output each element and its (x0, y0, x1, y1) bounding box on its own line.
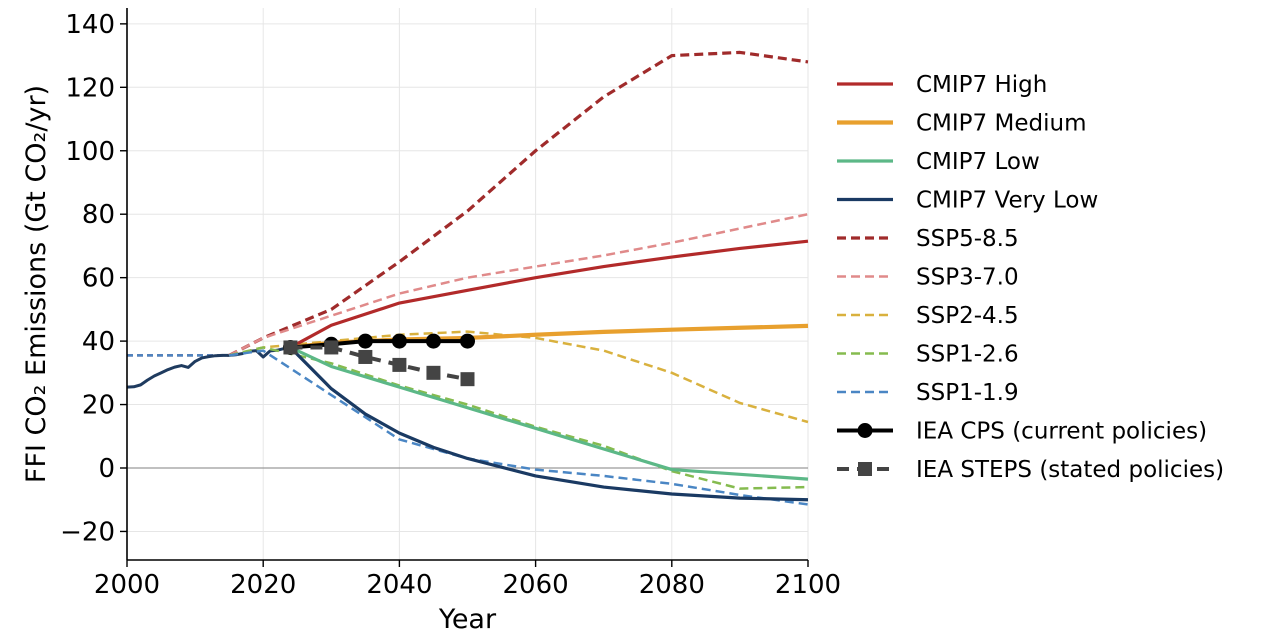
marker-iea-cps-current-policies (357, 333, 373, 349)
legend-item-ssp1-2-6: SSP1-2.6 (837, 342, 1019, 368)
series-line-cmip7-high (289, 239, 809, 349)
legend-label: CMIP7 Low (916, 149, 1040, 175)
legend-label: SSP5-8.5 (916, 226, 1019, 252)
legend-item-cmip7-very-low: CMIP7 Very Low (837, 188, 1098, 214)
series-layer (126, 50, 809, 506)
legend-item-cmip7-low: CMIP7 Low (837, 149, 1040, 175)
legend-label: CMIP7 Very Low (916, 188, 1098, 214)
legend-item-cmip7-medium: CMIP7 Medium (837, 111, 1086, 137)
y-tick-labels: −20 0 20 40 60 80 100 120 140 (60, 10, 115, 548)
legend-label: IEA CPS (current policies) (916, 419, 1207, 445)
x-tick-labels: 2000 2020 2040 2060 2080 2100 (94, 570, 841, 600)
legend-label: SSP1-1.9 (916, 380, 1019, 406)
legend-marker (857, 423, 873, 438)
x-tick-label: 2040 (366, 570, 432, 600)
legend-label: SSP2-4.5 (916, 303, 1019, 329)
x-tick-label: 2060 (503, 570, 569, 600)
x-tick-label: 2000 (94, 570, 160, 600)
y-tick-label: 140 (65, 10, 115, 40)
y-tick-label: 100 (65, 137, 115, 167)
legend-label: SSP1-2.6 (916, 342, 1019, 368)
marker-iea-steps-stated-policies (460, 372, 475, 387)
x-axis-title: Year (438, 604, 497, 635)
marker-iea-cps-current-policies (460, 333, 475, 349)
axes (120, 8, 809, 567)
legend-item-iea-steps-stated-policies: IEA STEPS (stated policies) (837, 457, 1224, 483)
y-axis-title: FFI CO₂ Emissions (Gt CO₂/yr) (21, 85, 52, 483)
legend-marker (858, 462, 872, 476)
legend-item-cmip7-high: CMIP7 High (837, 72, 1047, 98)
series-line-cmip7-low (289, 345, 809, 481)
y-tick-label: 20 (82, 391, 115, 421)
x-tick-label: 2080 (639, 570, 705, 600)
legend-item-iea-cps-current-policies: IEA CPS (current policies) (837, 419, 1207, 445)
x-tick-label: 2100 (775, 570, 841, 600)
historical-line (126, 345, 291, 389)
y-tick-label: 60 (82, 264, 115, 294)
marker-iea-cps-current-policies (425, 333, 441, 349)
series-line-cmip7-very-low (289, 346, 809, 502)
y-tick-label: 80 (82, 200, 115, 230)
marker-iea-steps-stated-policies (358, 349, 373, 364)
legend-label: IEA STEPS (stated policies) (916, 457, 1224, 483)
marker-iea-steps-stated-policies (426, 365, 441, 380)
legend: CMIP7 High CMIP7 Medium CMIP7 Low CMIP7 Ver… (837, 72, 1224, 483)
marker-iea-steps-stated-policies (283, 340, 298, 355)
legend-item-ssp5-8-5: SSP5-8.5 (837, 226, 1019, 252)
series-line-ssp5-8-5 (228, 50, 809, 357)
legend-label: SSP3-7.0 (916, 265, 1019, 291)
y-tick-label: 0 (98, 454, 115, 484)
series-line-ssp3-7-0 (228, 212, 809, 357)
legend-item-ssp2-4-5: SSP2-4.5 (837, 303, 1019, 329)
x-tick-label: 2020 (230, 570, 296, 600)
legend-label: CMIP7 Medium (916, 111, 1086, 137)
y-tick-label: 120 (65, 73, 115, 103)
legend-label: CMIP7 High (916, 72, 1047, 98)
marker-iea-steps-stated-policies (324, 340, 339, 355)
legend-item-ssp1-1-9: SSP1-1.9 (837, 380, 1019, 406)
y-tick-label: 40 (82, 327, 115, 357)
legend-item-ssp3-7-0: SSP3-7.0 (837, 265, 1019, 291)
y-tick-label: −20 (60, 517, 115, 547)
marker-iea-steps-stated-policies (392, 357, 407, 372)
grid (126, 8, 809, 560)
marker-iea-cps-current-policies (391, 333, 407, 349)
series-line-ssp1-2-6 (228, 346, 809, 490)
series-line-ssp1-1-9 (228, 349, 809, 506)
